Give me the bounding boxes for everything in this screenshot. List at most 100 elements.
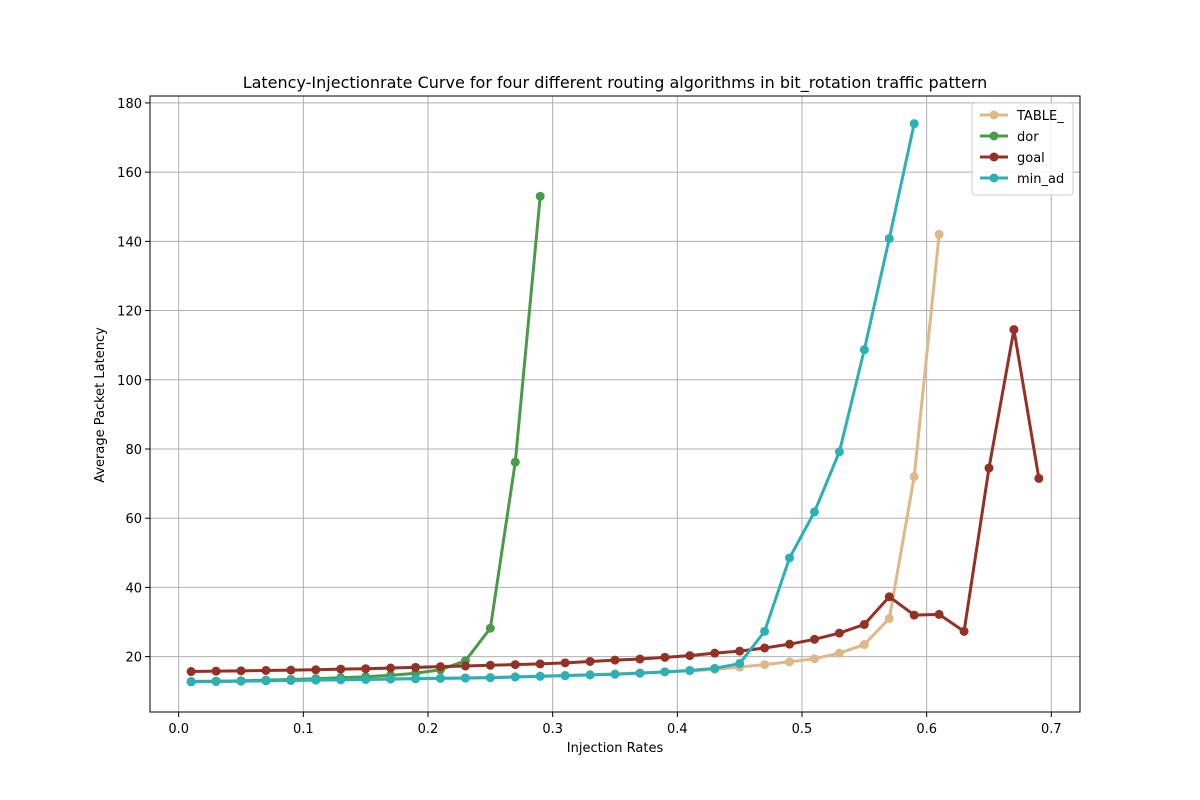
data-point [411, 662, 421, 672]
data-point [785, 553, 795, 563]
data-point [984, 463, 994, 473]
y-axis-label: Average Packet Latency [93, 327, 108, 483]
data-point [510, 660, 520, 670]
data-point [585, 656, 595, 666]
data-point [785, 657, 795, 667]
data-point [859, 345, 869, 355]
data-point [1034, 473, 1044, 483]
data-point [635, 668, 645, 678]
y-tick-label: 60 [125, 512, 142, 527]
y-tick-label: 80 [125, 443, 142, 458]
legend-marker [989, 131, 999, 141]
data-point [510, 672, 520, 682]
data-point [760, 643, 770, 653]
data-point [386, 674, 396, 684]
data-point [859, 640, 869, 650]
data-point [311, 665, 321, 675]
data-point [211, 677, 221, 687]
data-point [884, 234, 894, 244]
data-point [286, 676, 296, 686]
chart-title: Latency-Injectionrate Curve for four dif… [243, 73, 988, 93]
data-point [735, 646, 745, 656]
series-goal [186, 325, 1044, 677]
y-tick-label: 180 [117, 97, 142, 112]
data-point [685, 665, 695, 675]
data-point [760, 660, 770, 670]
data-point [236, 666, 246, 676]
data-point [1009, 325, 1019, 335]
data-point [834, 447, 844, 457]
data-point [261, 676, 271, 686]
y-tick-label: 20 [125, 651, 142, 666]
data-point [809, 654, 819, 664]
data-point [710, 663, 720, 673]
legend-item: min_ad [980, 172, 1064, 187]
data-point [510, 457, 520, 467]
series-layer [186, 119, 1044, 687]
y-tick-label: 100 [117, 374, 142, 389]
data-point [834, 628, 844, 638]
data-point [660, 667, 670, 677]
data-point [186, 667, 196, 677]
data-point [909, 472, 919, 482]
data-point [760, 626, 770, 636]
x-tick-label: 0.6 [916, 722, 937, 737]
grid [150, 96, 1080, 712]
data-point [685, 651, 695, 661]
data-point [809, 507, 819, 517]
data-point [361, 664, 371, 674]
data-point [485, 660, 495, 670]
y-tick-label: 120 [117, 305, 142, 320]
data-point [336, 675, 346, 685]
x-tick-label: 0.3 [542, 722, 563, 737]
y-tick-label: 140 [117, 235, 142, 250]
x-tick-label: 0.4 [667, 722, 688, 737]
data-point [859, 619, 869, 629]
data-point [834, 648, 844, 658]
data-point [809, 634, 819, 644]
data-point [535, 659, 545, 669]
data-point [735, 659, 745, 669]
data-point [435, 673, 445, 683]
data-point [710, 648, 720, 658]
x-tick-label: 0.0 [168, 722, 189, 737]
legend-label: min_ad [1017, 172, 1064, 187]
data-point [934, 229, 944, 239]
data-point [934, 609, 944, 619]
x-tick-label: 0.5 [792, 722, 813, 737]
data-point [909, 119, 919, 129]
x-tick-label: 0.2 [418, 722, 439, 737]
legend: TABLE_dor goal min_ad [971, 102, 1074, 196]
data-point [311, 675, 321, 685]
data-point [186, 677, 196, 687]
x-axis-label: Injection Rates [567, 741, 664, 756]
data-point [485, 673, 495, 683]
data-point [660, 652, 670, 662]
series-min-ad [186, 119, 919, 687]
legend-item: dor [980, 130, 1039, 145]
data-point [460, 661, 470, 671]
data-point [560, 658, 570, 668]
y-tick-label: 40 [125, 581, 142, 596]
plot-frame [149, 95, 1081, 713]
legend-label: goal [1017, 151, 1045, 166]
data-point [485, 623, 495, 633]
data-point [460, 673, 470, 683]
legend-marker [989, 152, 999, 162]
data-point [336, 664, 346, 674]
legend-box [971, 102, 1074, 196]
data-point [610, 655, 620, 665]
x-axis-ticks: 0.0 0.1 0.2 0.3 0.4 0.5 0.6 0.7 [168, 712, 1062, 737]
data-point [884, 614, 894, 624]
legend-marker [989, 173, 999, 183]
y-axis-ticks: 20 40 60 80 100 120 140 160 180 [117, 97, 150, 666]
data-point [535, 671, 545, 681]
data-point [286, 665, 296, 675]
x-tick-label: 0.1 [293, 722, 314, 737]
legend-label: TABLE_ [1016, 109, 1064, 124]
legend-label: dor [1017, 130, 1039, 145]
data-point [635, 654, 645, 664]
data-point [585, 670, 595, 680]
data-point [261, 665, 271, 675]
